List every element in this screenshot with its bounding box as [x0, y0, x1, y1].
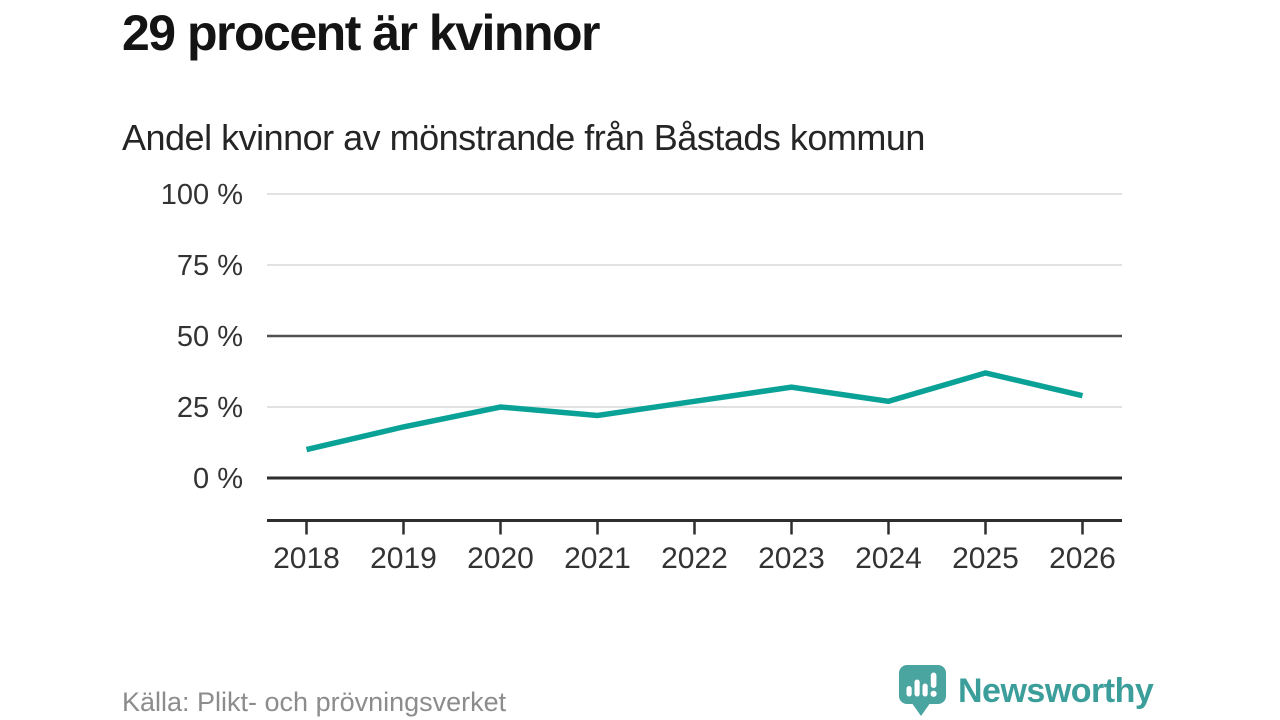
newsworthy-logo-text: Newsworthy — [958, 672, 1154, 710]
x-tick-label: 2019 — [370, 542, 437, 575]
x-tick-label: 2020 — [467, 542, 534, 575]
y-tick-label: 0 % — [193, 463, 243, 495]
x-tick-label: 2021 — [564, 542, 631, 575]
x-tick-label: 2023 — [758, 542, 825, 575]
chart-title: 29 procent är kvinnor — [122, 5, 601, 61]
x-tick-label: 2025 — [952, 542, 1019, 575]
x-tick-label: 2026 — [1049, 542, 1116, 575]
chart-subtitle: Andel kvinnor av mönstrande från Båstads… — [122, 117, 925, 158]
data-line-andel-kvinnor-av-mönstrande — [305, 370, 1084, 453]
y-tick-label: 75 % — [177, 250, 243, 282]
y-tick-label: 50 % — [177, 321, 243, 353]
source-note: Källa: Plikt- och prövningsverket — [122, 687, 507, 717]
x-tick-label: 2024 — [855, 542, 922, 575]
newsworthy-logo: Newsworthy — [898, 664, 1154, 718]
x-tick-label: 2022 — [661, 542, 728, 575]
y-tick-label: 100 % — [161, 179, 243, 211]
x-tick-label: 2018 — [273, 542, 340, 575]
newsworthy-logo-icon — [899, 665, 946, 716]
line-chart: 0 % 25 % 50 % 75 % 100 % 2018 2019 2020 2021 2022… — [161, 179, 1122, 575]
y-tick-label: 25 % — [177, 392, 243, 424]
